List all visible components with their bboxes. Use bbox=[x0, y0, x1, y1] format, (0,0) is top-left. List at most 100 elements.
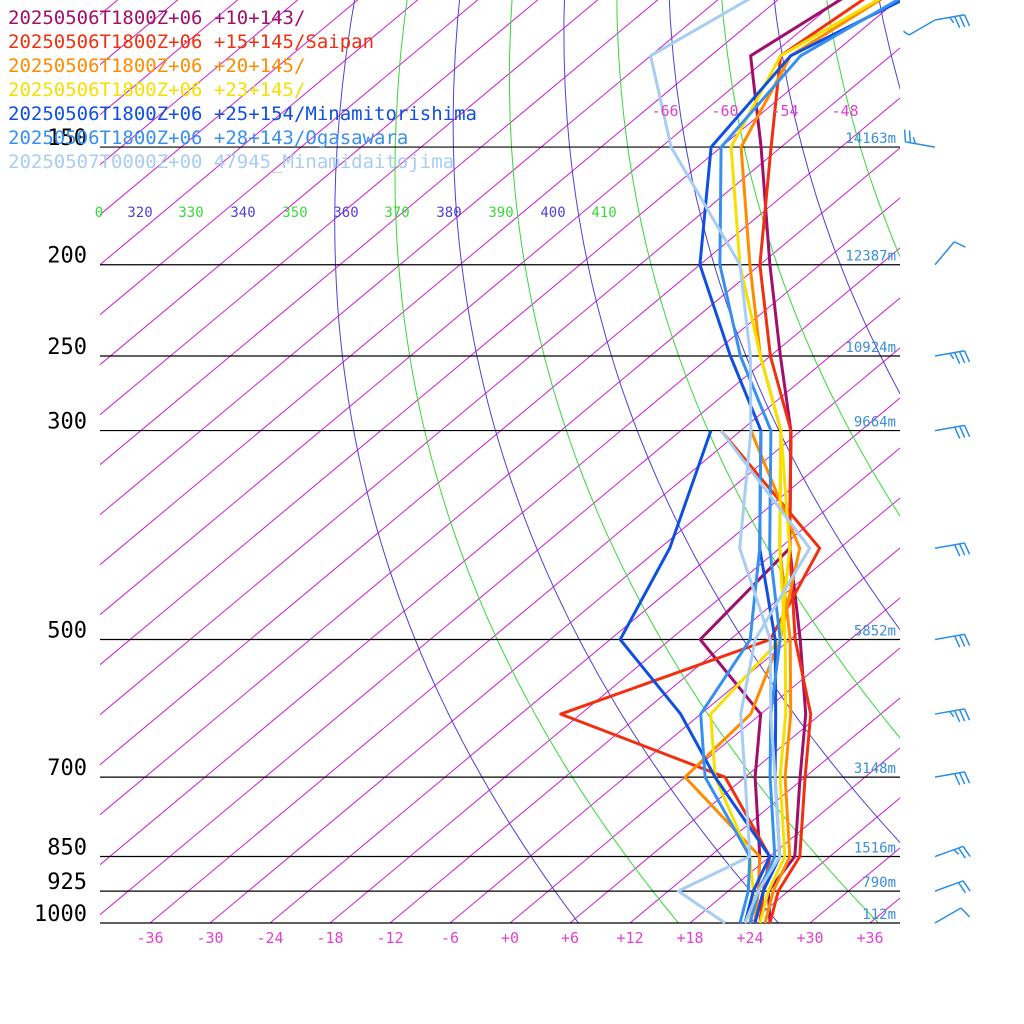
theta-label: 330 bbox=[178, 205, 203, 221]
theta-label: 320 bbox=[127, 205, 152, 221]
temperature-tick: -18 bbox=[316, 929, 343, 947]
isotherm bbox=[509, 597, 900, 924]
temperature-line-3 bbox=[729, 0, 881, 924]
legend-entry: 20250506T1800Z+06 +23+145/ bbox=[8, 79, 305, 101]
isotherm bbox=[389, 497, 900, 924]
theta-label: 350 bbox=[282, 205, 307, 221]
isotherm bbox=[269, 397, 900, 924]
dry-adiabat bbox=[668, 0, 900, 631]
isotherm bbox=[569, 647, 900, 924]
isotherm bbox=[100, 0, 359, 216]
wind-barb-flag bbox=[954, 16, 961, 29]
wind-barb-flag bbox=[954, 426, 961, 439]
wind-barb-flag bbox=[953, 849, 960, 855]
sounding-series bbox=[559, 0, 900, 925]
wind-barb-flag bbox=[958, 15, 966, 28]
height-label: 1516m bbox=[854, 841, 896, 857]
dewpoint-line-6 bbox=[676, 429, 812, 925]
pressure-label: 1000 bbox=[34, 902, 87, 927]
height-label: 790m bbox=[862, 875, 896, 891]
dry-adiabat bbox=[721, 0, 900, 518]
height-label: 112m bbox=[862, 907, 896, 923]
pressure-label: 150 bbox=[47, 126, 87, 151]
wind-barb-staff bbox=[934, 907, 962, 924]
dry-adiabat bbox=[773, 0, 900, 395]
isotherm bbox=[100, 0, 839, 616]
temperature-tick: +24 bbox=[736, 929, 763, 947]
wind-barb-flag bbox=[963, 542, 971, 555]
wind-barb-staff bbox=[908, 19, 936, 36]
wind-barb-flag bbox=[903, 30, 910, 36]
height-label: 12387m bbox=[845, 249, 896, 265]
temperature-tick: +12 bbox=[616, 929, 643, 947]
dewpoint-line-2 bbox=[683, 430, 802, 924]
pressure-label: 700 bbox=[47, 756, 87, 781]
theta-label: 400 bbox=[540, 205, 565, 221]
dewpoint-line-5 bbox=[699, 430, 763, 924]
height-label: 9664m bbox=[854, 415, 896, 431]
height-label: 10924m bbox=[845, 340, 896, 356]
height-label: 3148m bbox=[854, 761, 896, 777]
wind-barb-flag bbox=[912, 136, 917, 144]
legend-entry: 20250506T1800Z+06 +28+143/Ogasawara bbox=[8, 127, 408, 149]
wind-barbs bbox=[903, 14, 971, 924]
temperature-tick: +18 bbox=[676, 929, 703, 947]
theta-label: 0 bbox=[95, 205, 103, 221]
height-label: 14163m bbox=[845, 131, 896, 147]
wind-barb-flag bbox=[958, 709, 966, 722]
pressure-label: 850 bbox=[47, 836, 87, 861]
wind-barb-flag bbox=[908, 130, 912, 143]
wind-barb-flag bbox=[963, 425, 971, 437]
isotherm bbox=[629, 697, 900, 924]
dry-adiabat bbox=[616, 0, 900, 739]
temperature-tick: +36 bbox=[856, 929, 883, 947]
wind-barb-flag bbox=[960, 907, 971, 918]
wind-barb-flag bbox=[963, 350, 971, 363]
isotherm bbox=[449, 547, 900, 924]
wind-barb-flag bbox=[954, 352, 961, 365]
wind-barb-staff bbox=[934, 241, 955, 266]
dry-adiabat bbox=[452, 0, 779, 924]
isotherm bbox=[809, 847, 900, 924]
isotherm bbox=[100, 147, 900, 816]
pressure-label: 925 bbox=[47, 870, 87, 895]
upper-temperature-label: -48 bbox=[831, 102, 858, 120]
temperature-tick: -36 bbox=[136, 929, 163, 947]
wind-barb-flag bbox=[949, 16, 955, 24]
isotherm bbox=[100, 0, 779, 566]
wind-barb-flag bbox=[957, 847, 967, 859]
theta-label: 410 bbox=[591, 205, 616, 221]
height-label: 5852m bbox=[854, 624, 896, 640]
legend-entry: 20250506T1800Z+06 +10+143/ bbox=[8, 7, 305, 29]
wind-barb-flag bbox=[953, 241, 966, 248]
wind-barb-flag bbox=[963, 708, 971, 721]
temperature-tick: -6 bbox=[441, 929, 459, 947]
theta-label: 370 bbox=[384, 205, 409, 221]
wind-barb-flag bbox=[963, 14, 971, 27]
legend-entry: 20250506T1800Z+06 +15+145/Saipan bbox=[8, 31, 374, 53]
wind-barb-flag bbox=[957, 882, 967, 894]
isotherm bbox=[209, 347, 900, 924]
isotherm bbox=[100, 247, 900, 916]
theta-label: 340 bbox=[230, 205, 255, 221]
theta-label: 380 bbox=[436, 205, 461, 221]
isotherm bbox=[100, 0, 599, 416]
dry-adiabat bbox=[508, 0, 879, 924]
wind-barb-flag bbox=[958, 772, 966, 785]
wind-barb-flag bbox=[954, 710, 961, 723]
upper-temperature-label: -66 bbox=[651, 102, 678, 120]
wind-barb-flag bbox=[954, 773, 961, 786]
temperature-tick: -24 bbox=[256, 929, 283, 947]
upper-temperature-label: -60 bbox=[711, 102, 738, 120]
wind-barb-flag bbox=[962, 880, 971, 892]
wind-barb-flag bbox=[954, 635, 961, 648]
isotherm bbox=[100, 197, 900, 866]
isotherm bbox=[100, 97, 900, 766]
wind-barb-flag bbox=[963, 771, 971, 784]
isotherm bbox=[100, 0, 419, 266]
temperature-tick: +30 bbox=[796, 929, 823, 947]
isotherm bbox=[100, 47, 900, 716]
isotherm bbox=[100, 0, 719, 516]
pressure-label: 200 bbox=[47, 244, 87, 269]
isotherm bbox=[100, 0, 539, 366]
